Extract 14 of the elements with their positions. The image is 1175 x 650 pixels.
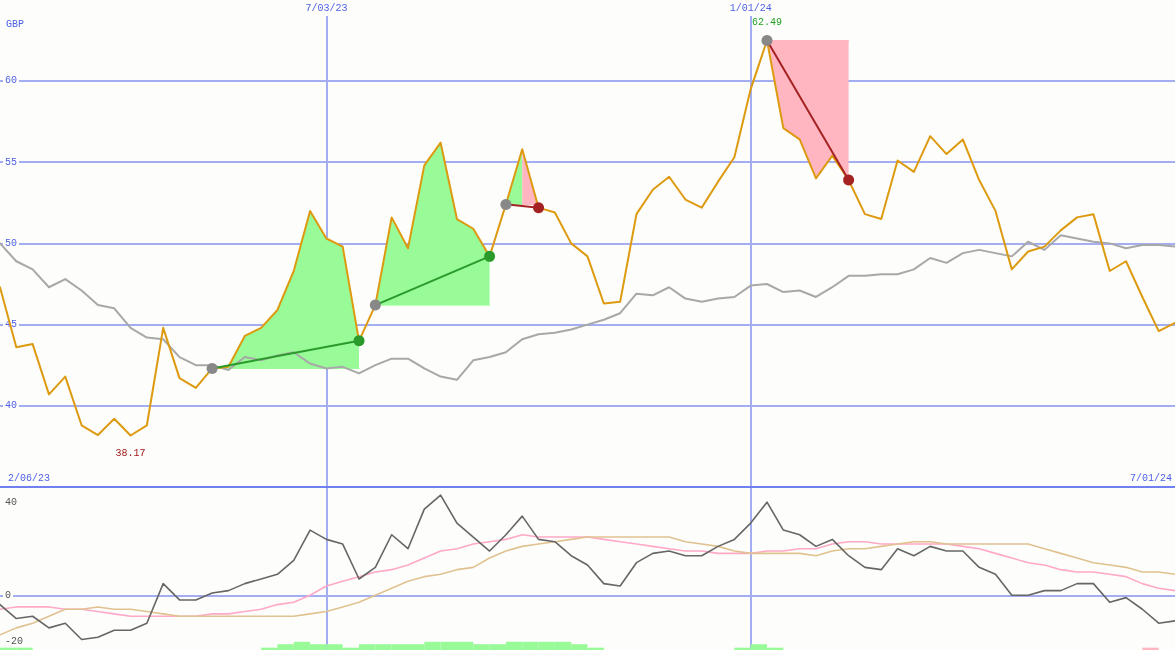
annotation: 62.49 xyxy=(752,17,783,29)
annotation: 7/01/24 xyxy=(1129,472,1172,484)
y-tick-label: 40 xyxy=(5,400,18,412)
y-tick-label: 55 xyxy=(5,156,18,168)
y-tick-label: 50 xyxy=(5,237,18,249)
y-tick-label: -20 xyxy=(5,636,24,648)
y-tick-label: 60 xyxy=(5,75,18,87)
x-tick-label: 1/01/24 xyxy=(729,2,772,14)
y-tick-label: 40 xyxy=(5,496,18,508)
y-tick-label: 0 xyxy=(5,589,12,601)
y-axis-title: GBP xyxy=(6,18,25,30)
annotation: 2/06/23 xyxy=(8,472,51,484)
annotation: 38.17 xyxy=(115,448,146,460)
x-tick-label: 7/03/23 xyxy=(305,2,348,14)
